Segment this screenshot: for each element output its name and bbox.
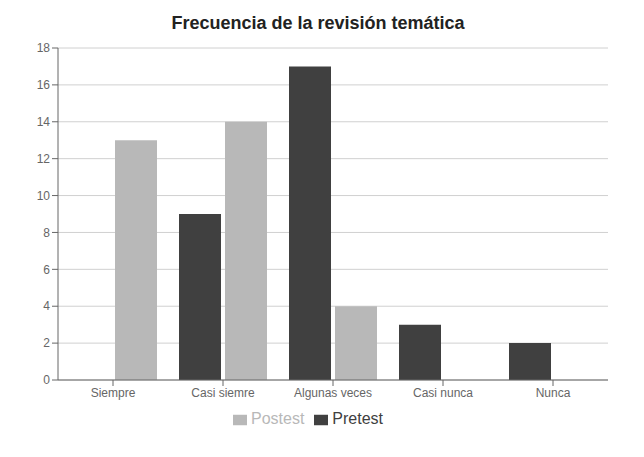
svg-text:Casi nunca: Casi nunca bbox=[413, 386, 473, 400]
svg-text:4: 4 bbox=[43, 299, 50, 313]
svg-text:6: 6 bbox=[43, 263, 50, 277]
svg-text:10: 10 bbox=[37, 189, 51, 203]
svg-text:8: 8 bbox=[43, 226, 50, 240]
svg-text:Casi siemre: Casi siemre bbox=[191, 386, 255, 400]
svg-text:16: 16 bbox=[37, 78, 51, 92]
svg-text:Siempre: Siempre bbox=[91, 386, 136, 400]
svg-text:2: 2 bbox=[43, 336, 50, 350]
svg-text:14: 14 bbox=[37, 115, 51, 129]
html-text:Postest: Postest bbox=[251, 410, 305, 427]
svg-text:Algunas veces: Algunas veces bbox=[294, 386, 372, 400]
svg-text:0: 0 bbox=[43, 373, 50, 387]
svg-text:12: 12 bbox=[37, 152, 51, 166]
html-text:Frecuencia de la revisión temá: Frecuencia de la revisión temática bbox=[171, 13, 465, 33]
html-text:Pretest: Pretest bbox=[332, 410, 383, 427]
svg-text:18: 18 bbox=[37, 41, 51, 55]
svg-text:Nunca: Nunca bbox=[536, 386, 571, 400]
